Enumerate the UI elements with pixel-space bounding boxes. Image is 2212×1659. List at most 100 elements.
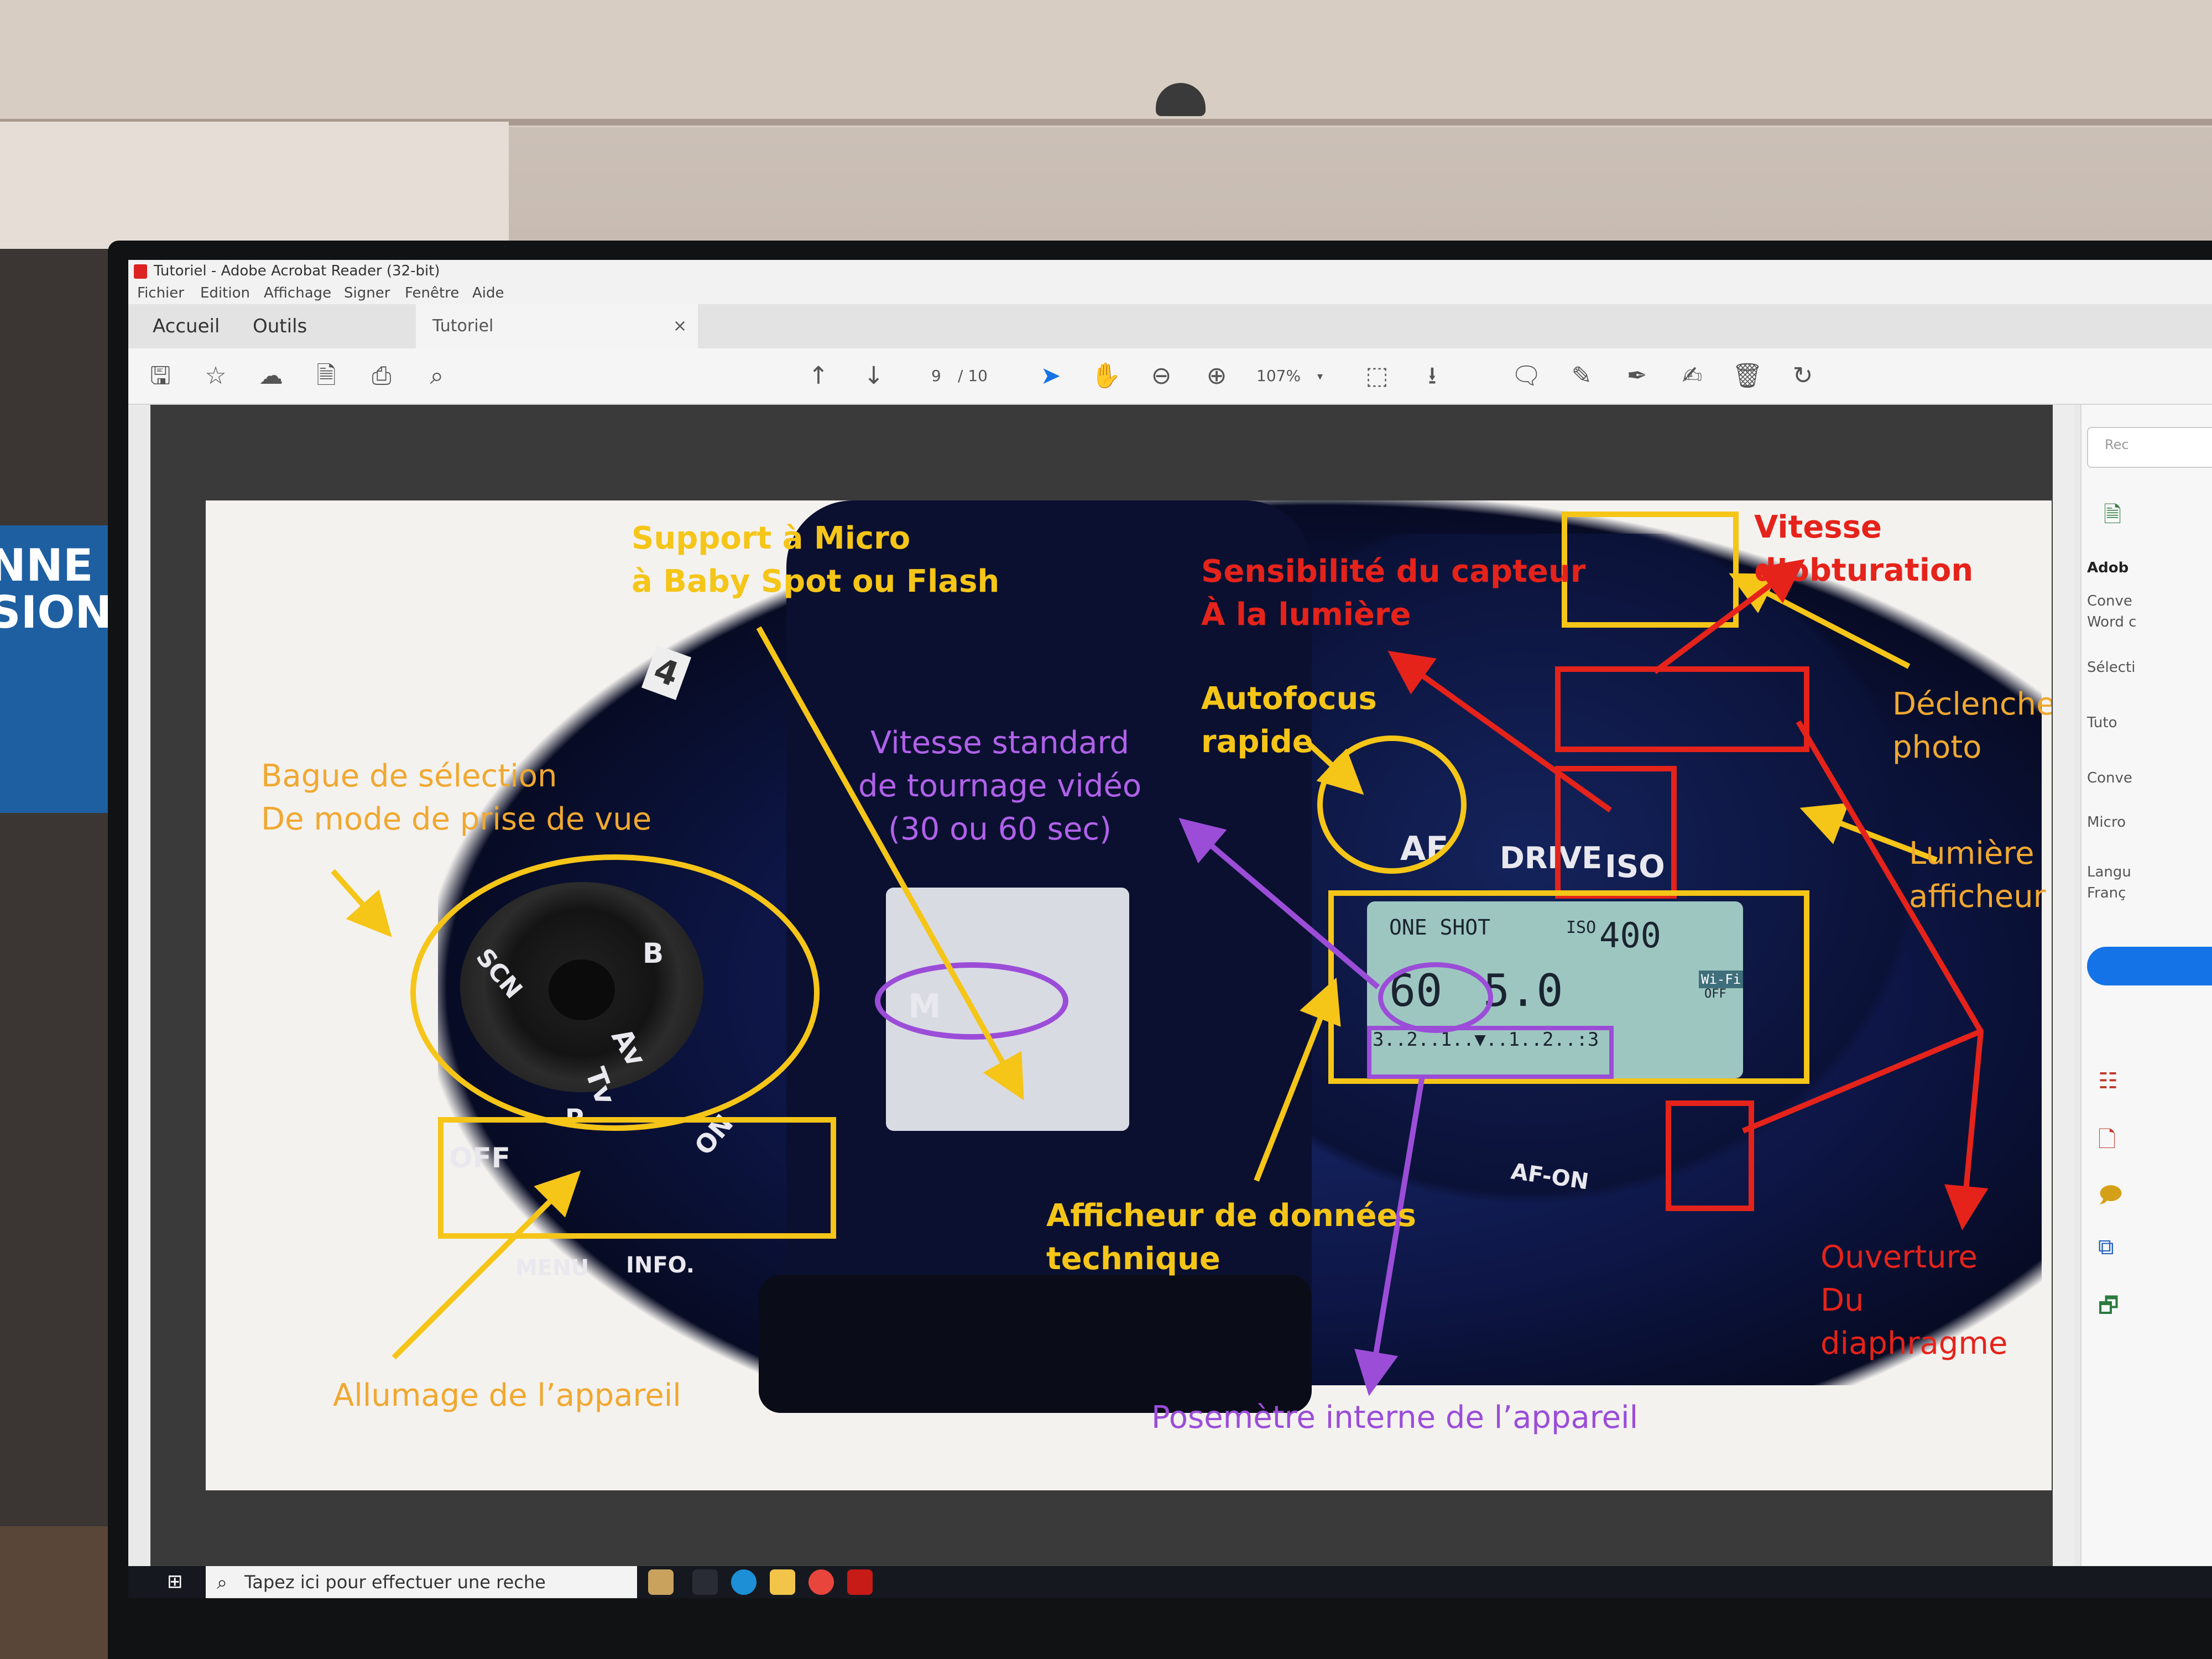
previous-page-icon[interactable]: ↑: [808, 362, 829, 390]
search-highlight-icon: [648, 1569, 674, 1595]
cloud-upload-icon[interactable]: ☁: [259, 362, 283, 390]
arrow-ouverture-right: [1796, 720, 1989, 1230]
bookmark-star-icon[interactable]: ☆: [205, 362, 227, 390]
hand-tool-icon[interactable]: ✋: [1091, 362, 1121, 390]
menu-aide[interactable]: Aide: [472, 285, 504, 301]
task-view-icon[interactable]: [692, 1569, 718, 1595]
taskbar-search-placeholder: Tapez ici pour effectuer une reche: [244, 1572, 546, 1593]
edit-pdf-icon[interactable]: ✍: [1682, 362, 1703, 390]
windows-start-icon[interactable]: ⊞: [167, 1571, 183, 1593]
menu-edition[interactable]: Edition: [200, 285, 250, 301]
label-ouverture: Ouverture Du diaphragme: [1820, 1239, 2008, 1361]
zoom-value: 107%: [1256, 367, 1301, 385]
export-pdf-icon[interactable]: 🗎: [2104, 502, 2122, 528]
label-declencheur: Déclencheur photo: [1892, 686, 2052, 765]
lcd-aperture: 5.0: [1483, 965, 1563, 1016]
menu-fichier[interactable]: Fichier: [137, 285, 184, 301]
label-bague: Bague de sélection De mode de prise de v…: [261, 758, 652, 837]
comment-tool-icon[interactable]: 🗩: [2098, 1182, 2123, 1208]
next-page-icon[interactable]: ↓: [863, 362, 884, 390]
zoom-select[interactable]: 107% ▾: [1251, 364, 1334, 388]
label-vitesse-obturation: Vitesse d’obturation: [1754, 509, 1974, 588]
arrow-posemetre: [1354, 1075, 1425, 1396]
scroll-mode-icon[interactable]: ⭳: [1428, 362, 1437, 390]
arrow-lumiere: [1799, 802, 1938, 863]
select-cursor-icon[interactable]: ➤: [1040, 362, 1061, 390]
label-vitesse-standard: Vitesse standard de tournage vidéo (30 o…: [858, 725, 1142, 847]
right-pane-primary-button[interactable]: [2087, 947, 2212, 985]
protect-file-icon[interactable]: 🗎: [316, 362, 336, 390]
rotate-icon[interactable]: ↻: [1792, 362, 1813, 390]
find-zoom-icon[interactable]: ⌕: [430, 362, 444, 390]
arrow-autofocus: [1307, 742, 1364, 795]
right-pane-line-2: Word c: [2087, 614, 2137, 630]
mode-m-frame: [875, 962, 1068, 1040]
lcd-wifi: Wi-Fi: [1699, 971, 1744, 988]
right-pane-search[interactable]: Rec: [2087, 427, 2212, 468]
arrow-vitesse-standard: [1178, 818, 1380, 989]
fit-page-icon[interactable]: ⬚: [1365, 362, 1389, 390]
menu-fenetre[interactable]: Fenêtre: [405, 285, 460, 301]
compress-icon[interactable]: 🗗: [2098, 1293, 2119, 1318]
page-total: / 10: [958, 367, 988, 385]
ceiling-trim: [0, 119, 2212, 126]
lcd-iso-value: 400: [1599, 915, 1661, 956]
acrobat-taskbar-icon[interactable]: [847, 1569, 873, 1595]
label-sensibilite: Sensibilité du capteur À la lumière: [1201, 554, 1586, 633]
zoom-out-icon[interactable]: ⊖: [1151, 362, 1172, 390]
mode-dial-frame: [410, 854, 820, 1131]
right-pane-line-4[interactable]: Tuto: [2087, 714, 2117, 731]
taskbar-search[interactable]: ⌕ Tapez ici pour effectuer une reche: [206, 1566, 637, 1598]
shutter-button-frame: [1562, 512, 1739, 628]
chevron-down-icon: ▾: [1317, 369, 1323, 383]
slide-page: 4 AF DRIVE ISO OFF ON MENU INFO. AF-ON M…: [206, 500, 2052, 1490]
arrow-support-micro: [756, 626, 1024, 1100]
right-pane-line-6[interactable]: Micro: [2087, 814, 2126, 831]
arrow-bague: [331, 869, 392, 937]
menu-signer[interactable]: Signer: [344, 285, 390, 301]
close-tab-icon[interactable]: ×: [673, 316, 687, 336]
organize-pages-icon[interactable]: ☷: [2098, 1068, 2118, 1094]
comment-icon[interactable]: 🗨: [1511, 362, 1542, 390]
file-explorer-icon[interactable]: [770, 1569, 795, 1595]
search-icon: ⌕: [217, 1572, 228, 1594]
camera-off-label: OFF: [449, 1142, 510, 1174]
projector-screen: [0, 122, 509, 253]
lcd-exposure-meter: 3..2..1..▼..1..2..:3: [1373, 1029, 1599, 1051]
right-pane-line-3: Sélecti: [2087, 659, 2136, 676]
tab-accueil[interactable]: Accueil: [153, 315, 220, 337]
tab-tutoriel-label: Tutoriel: [432, 316, 494, 336]
delete-icon[interactable]: 🗑: [1732, 362, 1763, 390]
arrow-afficheur: [1254, 977, 1341, 1182]
vertical-scrollbar[interactable]: [2053, 405, 2075, 1566]
chrome-browser-icon[interactable]: [808, 1569, 834, 1595]
main-dial-frame: [1555, 666, 1809, 752]
right-pane-line-8: Franç: [2087, 885, 2126, 901]
print-icon[interactable]: ⎙: [372, 362, 392, 390]
ceiling: [0, 0, 2212, 127]
right-pane-line-7: Langu: [2087, 864, 2131, 880]
label-support-micro: Support à Micro à Baby Spot ou Flash: [632, 520, 1000, 599]
create-pdf-icon[interactable]: 🗋: [2098, 1127, 2116, 1152]
camera-iso-label: ISO: [1605, 849, 1665, 885]
tab-outils[interactable]: Outils: [253, 315, 307, 337]
acrobat-icon: [134, 264, 147, 279]
exposure-meter-frame: [1367, 1026, 1614, 1079]
page-number-input[interactable]: 9: [931, 367, 941, 385]
edge-browser-icon[interactable]: [731, 1569, 757, 1595]
ae-lock-button-frame: [1666, 1100, 1754, 1211]
highlight-pen-icon[interactable]: ✎: [1571, 362, 1592, 390]
sign-icon[interactable]: ✒: [1626, 362, 1647, 390]
save-icon[interactable]: 🖫: [150, 362, 171, 390]
tab-tutoriel[interactable]: Tutoriel ×: [416, 304, 698, 348]
lcd-wifi-off: OFF: [1704, 987, 1726, 1001]
iso-button-frame: [1555, 766, 1677, 899]
lcd-shutter-frame: [1378, 962, 1493, 1033]
arrow-vitesse-obturation: [1653, 559, 1805, 674]
label-afficheur: Afficheur de données technique: [1046, 1198, 1416, 1277]
zoom-in-icon[interactable]: ⊕: [1206, 362, 1227, 390]
combine-files-icon[interactable]: ⧉: [2098, 1234, 2114, 1260]
menu-affichage[interactable]: Affichage: [264, 285, 332, 301]
arrow-allumage: [392, 1170, 581, 1360]
label-allumage: Allumage de l’appareil: [333, 1378, 681, 1413]
